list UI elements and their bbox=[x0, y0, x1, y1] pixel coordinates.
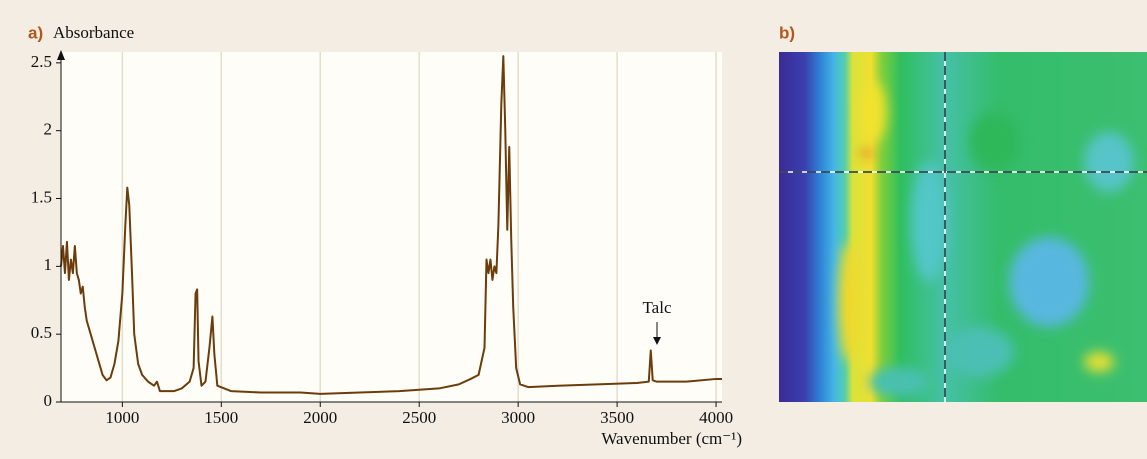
x-tick-label: 1500 bbox=[204, 408, 238, 427]
annotation: Talc bbox=[642, 298, 671, 317]
y-tick-label: 0 bbox=[44, 391, 53, 410]
y-tick-label: 1.5 bbox=[31, 187, 52, 206]
x-tick-label: 3000 bbox=[501, 408, 535, 427]
map-texture bbox=[839, 82, 1134, 397]
x-tick-label: 2500 bbox=[402, 408, 436, 427]
image-panel-label: b) bbox=[779, 23, 795, 42]
spectrum-line bbox=[60, 55, 722, 395]
panel-label: a) bbox=[28, 23, 43, 42]
y-axis-arrow bbox=[57, 50, 65, 60]
x-tick-label: 2000 bbox=[303, 408, 337, 427]
y-tick-label: 2.5 bbox=[31, 52, 52, 71]
y-axis-label: Absorbance bbox=[53, 23, 134, 42]
annotation-arrowhead bbox=[653, 337, 661, 345]
y-tick-label: 1 bbox=[44, 255, 53, 274]
y-tick-label: 2 bbox=[44, 120, 53, 139]
x-tick-label: 4000 bbox=[699, 408, 733, 427]
map-image bbox=[779, 52, 1147, 402]
x-tick-label: 3500 bbox=[600, 408, 634, 427]
x-axis-label: Wavenumber (cm⁻¹) bbox=[601, 429, 742, 448]
plot-area bbox=[61, 52, 722, 402]
x-tick-label: 1000 bbox=[105, 408, 139, 427]
y-tick-label: 0.5 bbox=[31, 323, 52, 342]
